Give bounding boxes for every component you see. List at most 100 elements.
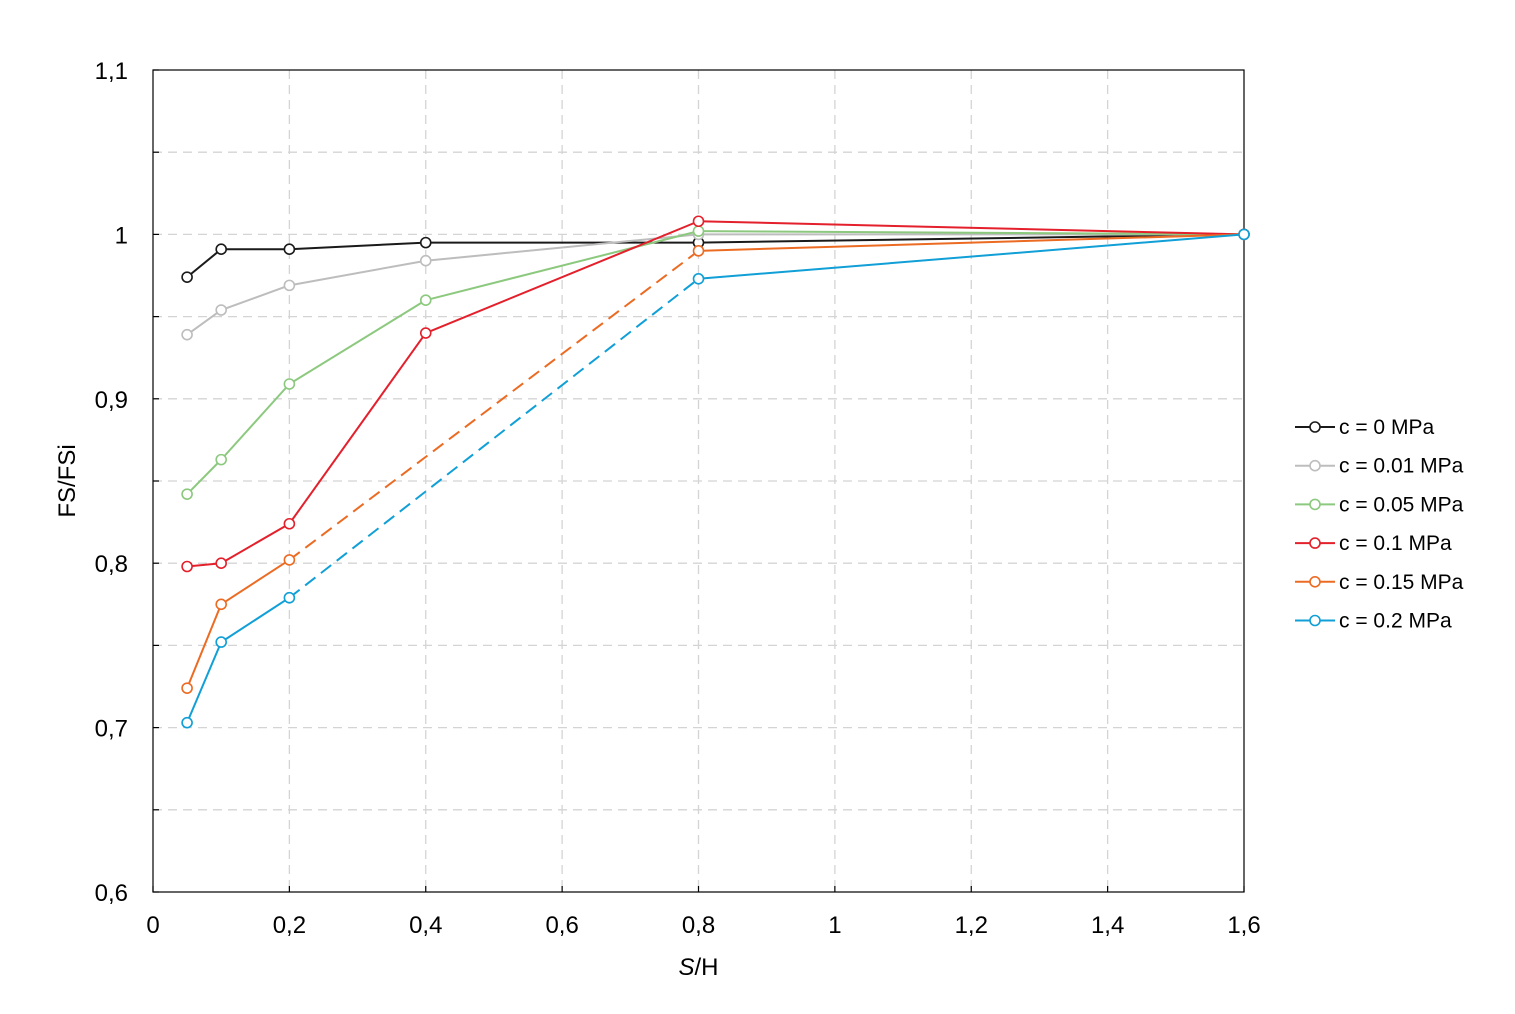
series-segment — [288, 277, 700, 599]
series-segment — [186, 248, 222, 278]
series-segment — [220, 383, 291, 461]
series-segment — [220, 522, 290, 565]
series-segment — [289, 241, 426, 251]
data-point — [692, 245, 705, 257]
data-point — [215, 598, 227, 611]
data-point — [215, 243, 227, 255]
x-tick-label: 1,2 — [955, 912, 988, 939]
y-tick-label: 0,6 — [95, 880, 128, 907]
x-axis-title: S/H — [678, 954, 718, 981]
grid-lines — [153, 70, 1244, 892]
series-segment — [186, 641, 223, 724]
series-segment — [288, 299, 427, 385]
legend-entry: c = 0 MPa — [1295, 416, 1434, 439]
data-point — [419, 294, 432, 306]
data-point — [283, 243, 296, 255]
data-point — [181, 682, 193, 694]
data-point — [419, 254, 432, 267]
data-point — [215, 636, 227, 648]
series-0 — [181, 228, 1250, 283]
data-point — [1238, 228, 1250, 241]
data-point — [181, 560, 193, 573]
x-tick-label: 1 — [828, 912, 841, 939]
series-4 — [181, 228, 1250, 694]
legend-label: c = 0.1 MPa — [1339, 532, 1452, 555]
y-tick-label: 1,1 — [95, 58, 128, 85]
legend-entry: c = 0.1 MPa — [1295, 532, 1452, 555]
series-3 — [181, 215, 1250, 573]
data-point — [692, 215, 705, 228]
data-point — [283, 378, 296, 390]
legend-marker — [1309, 498, 1321, 511]
x-tick-label: 0,2 — [273, 912, 306, 939]
data-point — [181, 716, 193, 729]
series-segment — [186, 309, 222, 336]
y-tick-label: 0,8 — [95, 551, 128, 578]
data-point — [419, 327, 432, 339]
axis-ticks — [152, 69, 1245, 893]
data-point — [181, 271, 193, 283]
series-segment — [698, 220, 1245, 236]
y-tick-label: 1 — [115, 222, 128, 249]
x-tick-label: 0,6 — [545, 912, 578, 939]
series-segment — [288, 250, 700, 561]
series-segment — [220, 559, 290, 606]
data-point — [215, 453, 227, 466]
legend-entry: c = 0.05 MPa — [1295, 493, 1464, 516]
series-segment — [698, 233, 1245, 252]
legend: c = 0 MPa c = 0.01 MPa c = 0.05 MPa c = 0.1… — [1295, 416, 1464, 633]
x-tick-label: 0,8 — [682, 912, 715, 939]
series-segment — [220, 284, 290, 311]
legend-entry: c = 0.01 MPa — [1295, 455, 1464, 478]
x-tick-label: 1,6 — [1227, 912, 1260, 939]
legend-marker — [1309, 459, 1321, 472]
series-segment — [425, 220, 699, 334]
data-point — [181, 488, 193, 500]
data-point — [692, 272, 705, 285]
x-tick-label: 0 — [146, 912, 159, 939]
data-point — [283, 591, 296, 604]
series-5 — [181, 228, 1250, 729]
legend-label: c = 0.05 MPa — [1339, 493, 1464, 516]
y-tick-label: 0,7 — [95, 716, 128, 743]
legend-label: c = 0.2 MPa — [1339, 610, 1452, 633]
data-point — [419, 236, 432, 249]
data-point — [215, 557, 227, 570]
y-axis-title: FS/FSi — [54, 444, 81, 517]
legend-label: c = 0 MPa — [1339, 416, 1434, 439]
legend-entry: c = 0.15 MPa — [1295, 571, 1464, 594]
legend-marker — [1309, 575, 1321, 588]
legend-label: c = 0.15 MPa — [1339, 571, 1464, 594]
y-tick-labels: 0,6 0,7 0,8 0,9 1 1,1 — [95, 58, 128, 907]
series-segment — [186, 603, 223, 689]
legend-label: c = 0.01 MPa — [1339, 455, 1464, 478]
series-segment — [289, 259, 426, 287]
legend-marker — [1309, 537, 1321, 549]
legend-marker — [1309, 614, 1321, 627]
series-segment — [698, 230, 1245, 236]
series-segment — [186, 458, 222, 495]
series-layer — [181, 215, 1250, 729]
x-tick-labels: 0 0,2 0,4 0,6 0,8 1 1,2 1,4 1,6 — [146, 912, 1260, 939]
x-axis-title-italic: S — [678, 954, 694, 981]
data-point — [283, 554, 296, 566]
data-point — [283, 517, 296, 530]
series-2 — [181, 225, 1250, 500]
legend-marker — [1309, 421, 1321, 433]
x-axis-title-rest: /H — [695, 954, 719, 981]
series-segment — [220, 596, 290, 643]
series-segment — [698, 233, 1245, 244]
series-segment — [425, 230, 699, 302]
legend-entry: c = 0.2 MPa — [1295, 610, 1452, 633]
x-tick-label: 0,4 — [409, 912, 442, 939]
y-tick-label: 0,9 — [95, 387, 128, 414]
data-point — [283, 279, 296, 292]
data-point — [692, 225, 705, 237]
data-point — [181, 328, 193, 341]
series-segment — [288, 332, 427, 525]
series-segment — [698, 233, 1245, 280]
data-point — [215, 304, 227, 316]
x-tick-label: 1,4 — [1091, 912, 1124, 939]
series-segment — [425, 233, 699, 262]
